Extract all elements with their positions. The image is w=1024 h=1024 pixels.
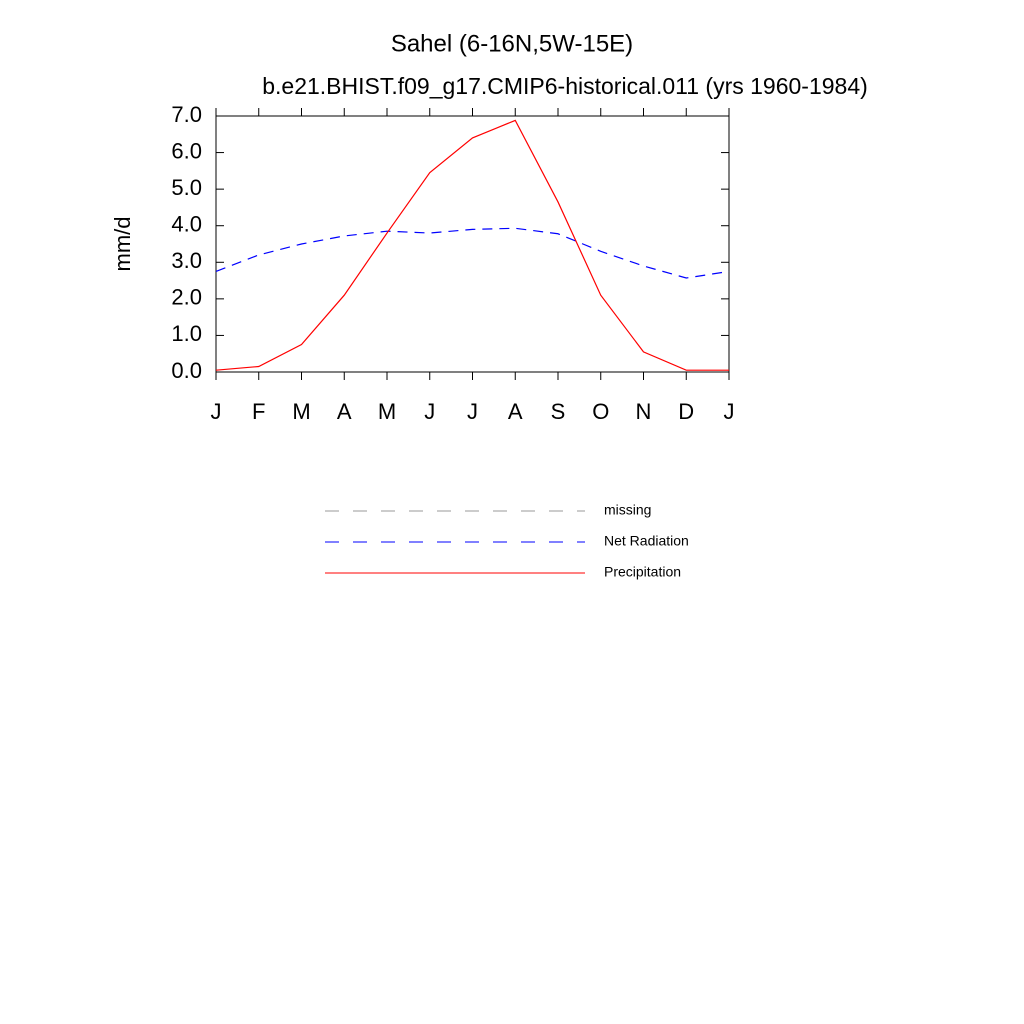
x-tick-label: J: [424, 399, 435, 424]
y-axis-label: mm/d: [110, 217, 135, 272]
y-tick-label: 2.0: [171, 285, 202, 310]
x-tick-label: A: [337, 399, 352, 424]
x-tick-label: M: [292, 399, 310, 424]
x-tick-label: J: [211, 399, 222, 424]
x-tick-label: N: [636, 399, 652, 424]
x-tick-label: F: [252, 399, 265, 424]
data-line: [215, 119, 729, 371]
y-tick-label: 0.0: [171, 358, 202, 383]
legend-label: Net Radiation: [604, 533, 689, 549]
x-tick-label: J: [467, 399, 478, 424]
y-tick-label: 4.0: [171, 212, 202, 237]
x-tick-label: M: [378, 399, 396, 424]
legend-label: Precipitation: [604, 564, 681, 580]
y-tick-label: 1.0: [171, 321, 202, 346]
y-tick-label: 7.0: [171, 102, 202, 127]
data-line: [215, 227, 730, 279]
x-tick-label: O: [592, 399, 609, 424]
chart-subtitle: b.e21.BHIST.f09_g17.CMIP6-historical.011…: [262, 73, 868, 99]
x-tick-label: D: [678, 399, 694, 424]
plot-frame: [215, 115, 730, 373]
y-tick-label: 3.0: [171, 248, 202, 273]
legend-label: missing: [604, 502, 651, 518]
y-tick-label: 5.0: [171, 175, 202, 200]
x-tick-label: J: [724, 399, 735, 424]
x-tick-label: A: [508, 399, 523, 424]
x-tick-label: S: [551, 399, 566, 424]
chart-title: Sahel (6-16N,5W-15E): [391, 30, 633, 57]
y-tick-label: 6.0: [171, 138, 202, 163]
